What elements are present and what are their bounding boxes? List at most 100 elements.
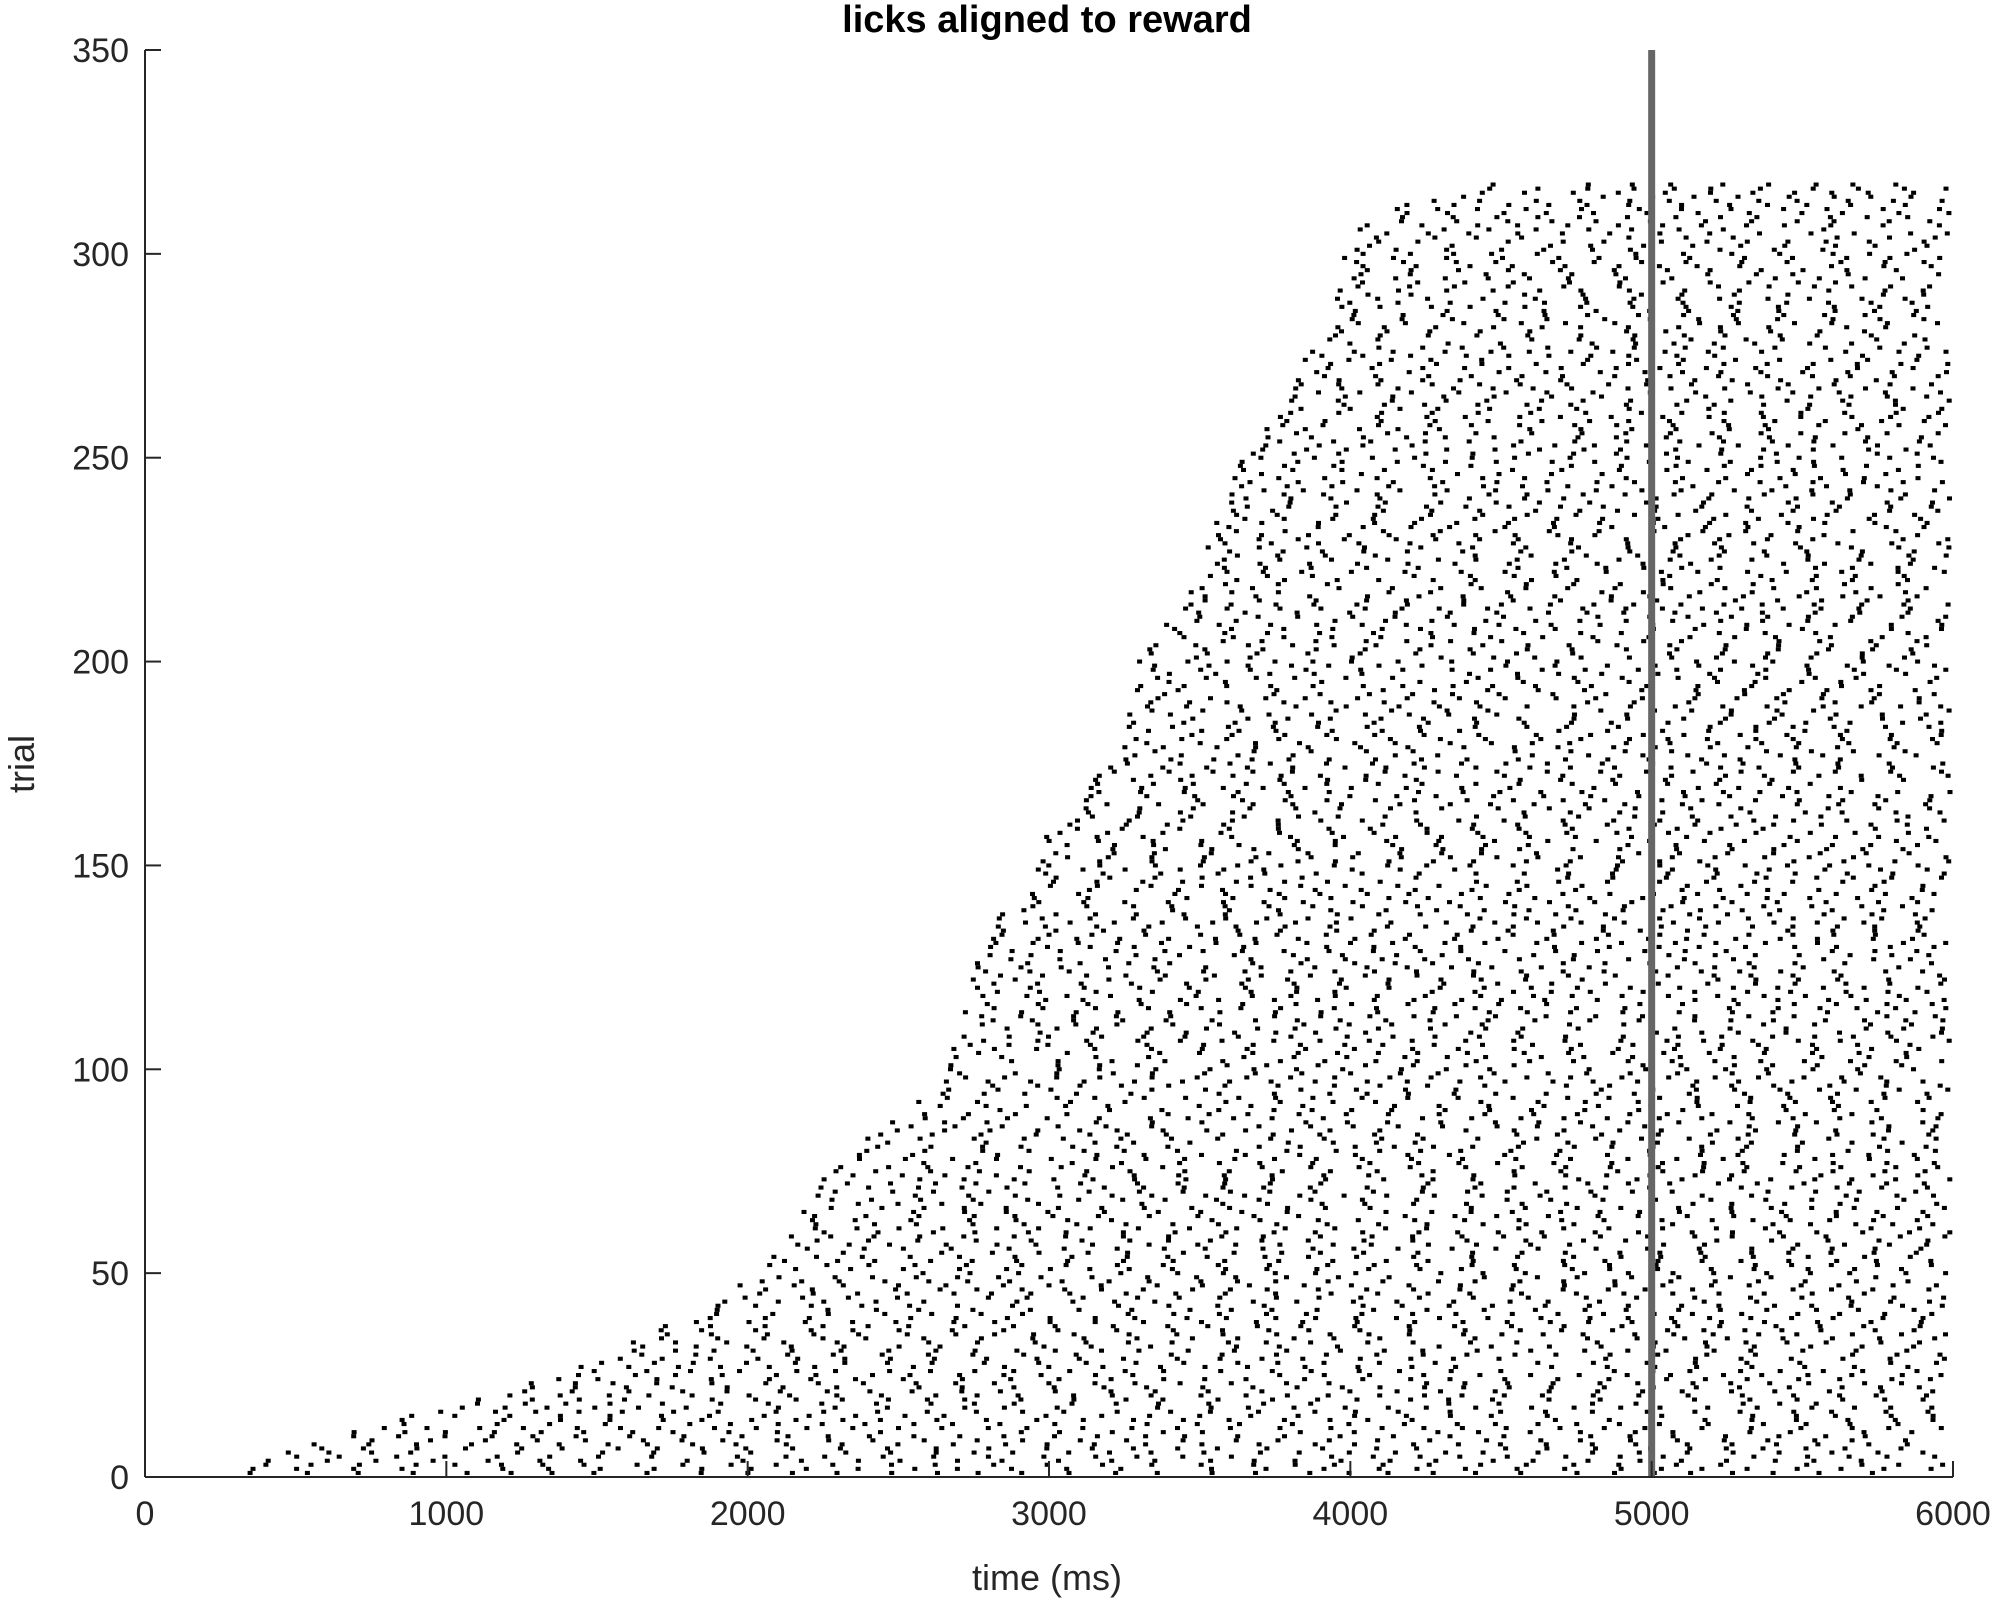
lick-mark bbox=[985, 1079, 991, 1084]
lick-mark bbox=[1775, 598, 1781, 603]
lick-mark bbox=[1814, 1307, 1819, 1312]
lick-mark bbox=[1312, 810, 1318, 815]
lick-mark bbox=[1411, 761, 1417, 766]
lick-mark bbox=[1821, 912, 1827, 917]
lick-mark bbox=[1043, 1413, 1049, 1418]
lick-mark bbox=[1438, 1271, 1444, 1276]
lick-mark bbox=[1738, 1369, 1744, 1374]
lick-mark bbox=[1699, 1426, 1705, 1431]
lick-mark bbox=[1222, 1181, 1228, 1186]
lick-mark bbox=[1213, 940, 1219, 945]
lick-mark bbox=[1663, 1348, 1669, 1353]
lick-mark bbox=[1282, 879, 1288, 884]
lick-mark bbox=[1366, 1038, 1372, 1043]
lick-mark bbox=[1613, 781, 1618, 786]
lick-mark bbox=[1187, 700, 1193, 705]
lick-mark bbox=[1023, 920, 1028, 925]
lick-mark bbox=[793, 1397, 799, 1402]
lick-mark bbox=[1840, 594, 1846, 599]
lick-mark bbox=[1564, 565, 1570, 570]
lick-mark bbox=[1172, 626, 1178, 631]
lick-mark bbox=[319, 1446, 325, 1451]
lick-mark bbox=[1872, 924, 1878, 929]
lick-mark bbox=[1534, 1124, 1540, 1129]
lick-mark bbox=[1717, 1046, 1723, 1051]
lick-mark bbox=[1239, 708, 1245, 713]
lick-mark bbox=[1364, 565, 1370, 570]
lick-mark bbox=[1209, 1218, 1215, 1223]
lick-mark bbox=[1096, 1067, 1102, 1072]
lick-mark bbox=[1250, 1042, 1256, 1047]
lick-mark bbox=[1746, 496, 1752, 501]
lick-mark bbox=[1103, 1124, 1109, 1129]
lick-mark bbox=[957, 1254, 962, 1259]
lick-mark bbox=[1414, 1197, 1420, 1202]
lick-mark bbox=[1592, 1230, 1598, 1235]
lick-mark bbox=[1464, 1050, 1470, 1055]
lick-mark bbox=[838, 1165, 844, 1170]
lick-mark bbox=[1932, 663, 1937, 668]
lick-mark bbox=[1190, 806, 1196, 811]
lick-mark bbox=[1386, 859, 1392, 864]
lick-mark bbox=[1374, 1352, 1380, 1357]
lick-mark bbox=[1076, 1356, 1082, 1361]
lick-mark bbox=[1728, 712, 1734, 717]
lick-mark bbox=[910, 1364, 916, 1369]
lick-mark bbox=[1701, 622, 1707, 627]
lick-mark bbox=[1408, 1356, 1414, 1361]
lick-mark bbox=[1079, 1238, 1085, 1243]
lick-mark bbox=[1106, 965, 1111, 970]
lick-mark bbox=[850, 1173, 856, 1178]
lick-mark bbox=[1462, 1381, 1468, 1386]
lick-mark bbox=[1602, 912, 1608, 917]
lick-mark bbox=[1111, 920, 1117, 925]
lick-mark bbox=[1929, 1405, 1935, 1410]
lick-mark bbox=[1669, 655, 1675, 660]
lick-mark bbox=[1762, 1226, 1768, 1231]
lick-mark bbox=[1439, 834, 1444, 839]
lick-mark bbox=[530, 1434, 536, 1439]
lick-mark bbox=[1389, 708, 1395, 713]
lick-mark bbox=[1272, 1156, 1277, 1161]
lick-mark bbox=[1160, 745, 1166, 750]
lick-mark bbox=[1552, 944, 1557, 949]
lick-mark bbox=[1288, 993, 1294, 998]
lick-mark bbox=[1886, 977, 1892, 982]
lick-mark bbox=[1111, 851, 1117, 856]
lick-mark bbox=[965, 1279, 971, 1284]
lick-mark bbox=[1334, 928, 1340, 933]
lick-mark bbox=[1067, 920, 1073, 925]
lick-mark bbox=[1418, 728, 1423, 733]
lick-mark bbox=[1131, 720, 1137, 725]
lick-mark bbox=[1393, 834, 1399, 839]
lick-mark bbox=[1806, 667, 1812, 672]
lick-mark bbox=[1242, 516, 1248, 521]
lick-mark bbox=[926, 1340, 932, 1345]
lick-mark bbox=[1158, 871, 1164, 876]
lick-mark bbox=[1675, 1071, 1681, 1076]
lick-mark bbox=[1454, 773, 1459, 778]
lick-mark bbox=[821, 1230, 827, 1235]
lick-mark bbox=[1242, 610, 1248, 615]
lick-mark bbox=[1232, 476, 1238, 481]
lick-mark bbox=[1237, 932, 1243, 937]
lick-mark bbox=[1431, 1042, 1437, 1047]
lick-mark bbox=[1152, 663, 1158, 668]
lick-mark bbox=[1610, 871, 1615, 876]
lick-mark bbox=[1783, 1026, 1789, 1031]
lick-mark bbox=[1395, 1409, 1401, 1414]
lick-mark bbox=[1600, 504, 1606, 509]
lick-mark bbox=[1385, 981, 1391, 986]
lick-mark bbox=[1858, 1458, 1864, 1463]
lick-mark bbox=[1643, 1067, 1649, 1072]
lick-mark bbox=[1253, 940, 1259, 945]
lick-mark bbox=[1110, 1324, 1116, 1329]
lick-mark bbox=[1762, 940, 1768, 945]
lick-mark bbox=[1214, 520, 1220, 525]
lick-mark bbox=[1127, 712, 1133, 717]
lick-mark bbox=[1259, 1356, 1265, 1361]
lick-mark bbox=[1385, 1112, 1391, 1117]
lick-mark bbox=[1458, 1148, 1464, 1153]
lick-mark bbox=[1764, 749, 1769, 754]
lick-mark bbox=[1259, 533, 1264, 538]
